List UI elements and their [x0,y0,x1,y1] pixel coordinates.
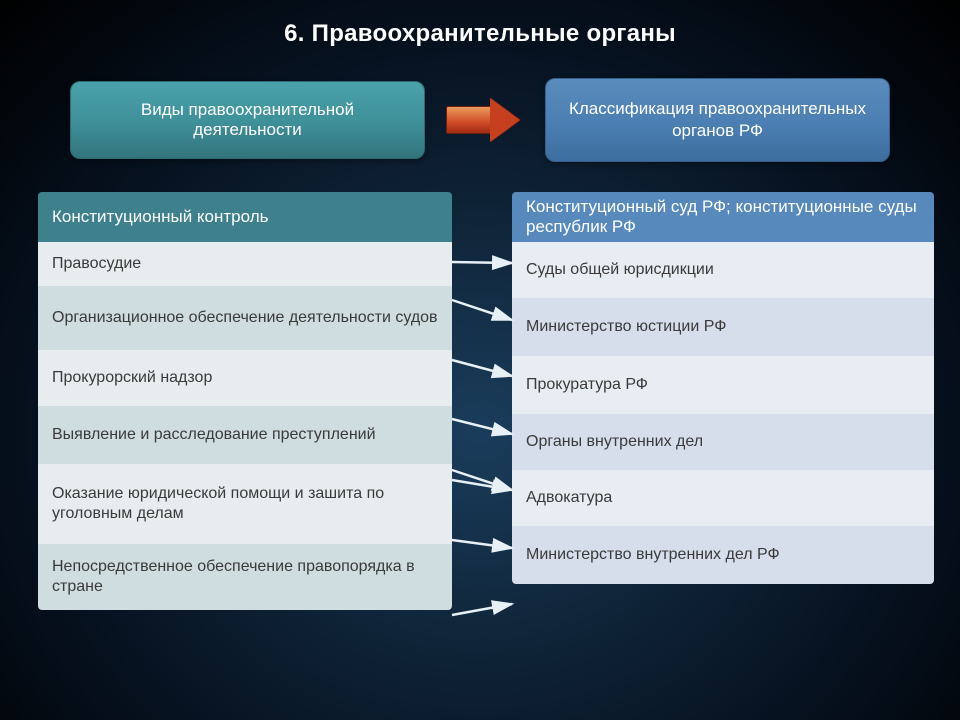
left-row: Прокурорский надзор [38,350,452,406]
left-row: Выявление и расследование преступлений [38,406,452,464]
right-row: Суды общей юрисдикции [512,242,934,298]
header-row: Виды правоохранительной деятельности Кла… [0,56,960,162]
left-row-text: Организационное обеспечение деятельности… [52,308,438,328]
slide-title: 6. Правоохранительные органы [0,0,960,56]
right-row: Адвокатура [512,470,934,526]
right-row: Органы внутренних дел [512,414,934,470]
right-row-text: Министерство юстиции РФ [526,317,726,337]
left-row: Непосредственное обеспечение правопорядк… [38,544,452,610]
header-box-right-label: Классификация правоохранительных органов… [569,98,866,142]
left-row-text: Выявление и расследование преступлений [52,425,376,445]
right-table-header: Конституционный суд РФ; конституционные … [512,192,934,242]
left-row-text: Правосудие [52,254,141,274]
right-row: Прокуратура РФ [512,356,934,414]
left-column: Конституционный контроль Правосудие Орган… [38,192,452,610]
right-row-text: Адвокатура [526,488,612,508]
left-table-header: Конституционный контроль [38,192,452,242]
left-row: Оказание юридической помощи и зашита по … [38,464,452,544]
header-box-left: Виды правоохранительной деятельности [70,81,425,159]
right-column: Конституционный суд РФ; конституционные … [512,192,934,610]
right-row: Министерство юстиции РФ [512,298,934,356]
header-box-left-label: Виды правоохранительной деятельности [85,100,410,140]
left-row: Правосудие [38,242,452,286]
right-row-text: Прокуратура РФ [526,375,648,395]
left-header-text: Конституционный контроль [52,207,268,227]
content-area: Конституционный контроль Правосудие Орган… [0,162,960,610]
right-row: Министерство внутренних дел РФ [512,526,934,584]
right-row-text: Суды общей юрисдикции [526,260,714,280]
header-box-right: Классификация правоохранительных органов… [545,78,890,162]
right-header-text: Конституционный суд РФ; конституционные … [526,197,920,238]
big-arrow-icon [446,98,524,142]
right-row-text: Органы внутренних дел [526,432,703,452]
left-row: Организационное обеспечение деятельности… [38,286,452,350]
left-row-text: Оказание юридической помощи и зашита по … [52,484,438,524]
arrow-column [452,192,512,610]
left-row-text: Прокурорский надзор [52,368,212,388]
right-row-text: Министерство внутренних дел РФ [526,545,780,565]
left-row-text: Непосредственное обеспечение правопорядк… [52,557,438,597]
